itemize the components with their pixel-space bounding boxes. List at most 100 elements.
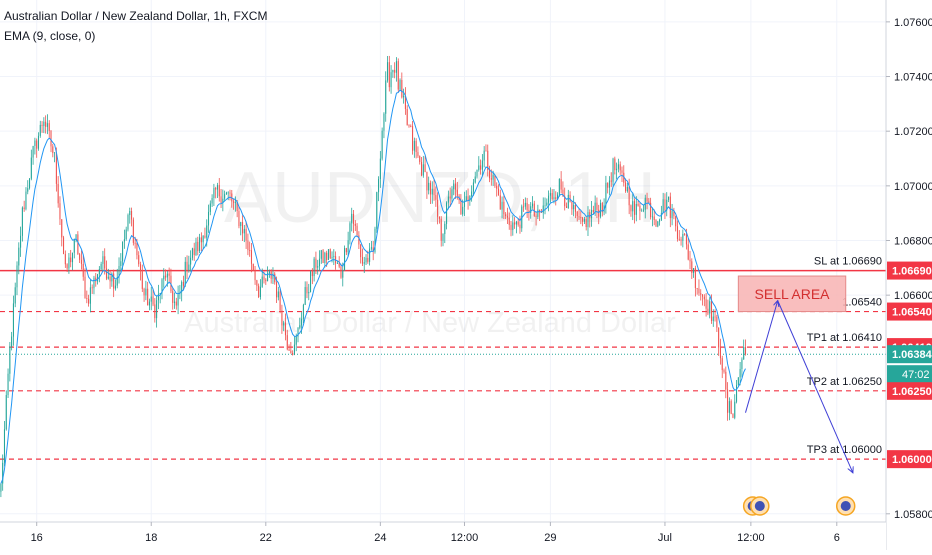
- candle-body: [338, 263, 340, 267]
- candle: [304, 281, 306, 306]
- ema-indicator-label[interactable]: EMA (9, close, 0): [4, 29, 96, 43]
- candle: [480, 159, 482, 175]
- candle-body: [682, 233, 684, 241]
- ema-line: [0, 89, 746, 484]
- candle-body: [607, 182, 609, 188]
- candle-body: [54, 152, 56, 154]
- candle-body: [614, 158, 616, 171]
- candle-body: [653, 216, 655, 221]
- candle-body: [557, 194, 559, 200]
- candle: [499, 189, 501, 210]
- candle-body: [680, 239, 682, 241]
- candle-body: [666, 199, 668, 211]
- candle-body: [730, 401, 732, 414]
- candle: [519, 215, 521, 234]
- candle: [728, 397, 730, 421]
- candle-body: [71, 252, 74, 263]
- candle: [222, 189, 224, 212]
- price-axis[interactable]: 1.07600 1.07400 1.07200 1.07000 1.06800 1.066…: [885, 0, 932, 550]
- candle: [324, 251, 326, 268]
- candle: [64, 250, 66, 268]
- candle: [379, 151, 381, 188]
- candle: [43, 117, 45, 134]
- candle: [254, 266, 256, 285]
- candle-body: [243, 228, 245, 234]
- candle: [349, 221, 351, 245]
- candle: [48, 120, 50, 139]
- candle: [530, 202, 532, 219]
- candle: [472, 178, 474, 196]
- candle-body: [254, 270, 256, 281]
- candle-body: [612, 158, 614, 182]
- annotations[interactable]: SELL AREA: [737, 275, 856, 516]
- sell-area-zone[interactable]: SELL AREA: [737, 275, 847, 313]
- candle-body: [150, 296, 152, 302]
- candle-body: [102, 256, 104, 264]
- candle-body: [318, 258, 321, 267]
- candle: [743, 339, 745, 360]
- candle-body: [743, 347, 745, 360]
- price-tag-tp3: [887, 450, 932, 469]
- candle: [352, 210, 355, 234]
- candle: [30, 149, 32, 181]
- candle-body: [66, 264, 68, 269]
- candle: [625, 178, 627, 193]
- candle: [311, 268, 313, 285]
- candle: [25, 187, 27, 211]
- candle-body: [385, 80, 387, 114]
- candle-body: [197, 241, 199, 252]
- time-tick-label: Jul: [658, 532, 672, 544]
- candle-body: [616, 168, 618, 171]
- candle-body: [546, 202, 548, 206]
- candle-body: [625, 182, 627, 192]
- candle: [114, 279, 116, 291]
- candle-body: [138, 255, 140, 265]
- candle-body: [9, 346, 11, 374]
- candle-body: [413, 140, 415, 151]
- candle: [240, 221, 242, 236]
- projection-arrow-up[interactable]: [745, 301, 777, 413]
- candle: [718, 327, 720, 356]
- candle: [524, 197, 526, 210]
- candle-body: [234, 202, 236, 203]
- candle-body: [186, 261, 188, 271]
- candle: [653, 209, 655, 226]
- price-tick-label: 1.05800: [894, 509, 932, 521]
- candle-body: [591, 209, 593, 219]
- candle: [512, 215, 514, 236]
- candle-body: [36, 140, 38, 149]
- candle-body: [361, 257, 363, 264]
- candle-body: [630, 205, 632, 212]
- candle-body: [104, 256, 106, 269]
- candle: [317, 259, 319, 275]
- candle-body: [632, 201, 634, 212]
- candle: [161, 278, 163, 300]
- symbol-title[interactable]: Australian Dollar / New Zealand Dollar, …: [4, 9, 268, 23]
- candle: [191, 247, 193, 261]
- candle-body: [386, 62, 389, 81]
- candle-body: [154, 304, 156, 319]
- chart-legend: Australian Dollar / New Zealand Dollar, …: [4, 6, 267, 46]
- candle: [408, 124, 410, 128]
- candle-body: [277, 291, 279, 298]
- candle-body: [206, 225, 208, 238]
- candle-body: [105, 268, 108, 279]
- candle-body: [93, 277, 95, 289]
- time-axis[interactable]: 16 18 22 24 12:00 29 Jul 12:00 6: [0, 521, 886, 550]
- candle-body: [324, 252, 326, 263]
- candle: [701, 294, 704, 306]
- candle: [163, 268, 165, 288]
- candle-body: [689, 259, 691, 262]
- projection-arrow-down[interactable]: [777, 300, 853, 473]
- candle: [403, 88, 405, 104]
- candle-body: [32, 145, 34, 158]
- price-tick-label: 1.07200: [894, 126, 932, 138]
- candle: [487, 144, 489, 177]
- candle: [497, 184, 500, 196]
- candle-body: [159, 292, 161, 295]
- candle: [610, 172, 612, 187]
- candle: [737, 377, 739, 386]
- sell-area-box[interactable]: [737, 275, 847, 313]
